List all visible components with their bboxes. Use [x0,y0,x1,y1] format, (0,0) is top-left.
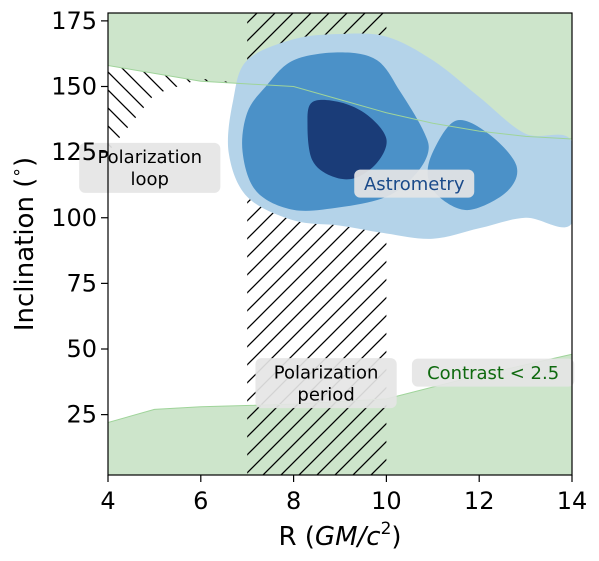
y-tick-label: 125 [51,138,97,166]
contrast-edge-upper [108,65,572,140]
x-axis-title: R (GM/c2) [278,519,401,552]
x-tick-label: 4 [100,487,115,515]
polarization-loop-label-line-1: Polarization [97,147,202,168]
x-tick-label: 12 [464,487,495,515]
x-tick-label: 6 [193,487,208,515]
polarization-loop-label-line-2: loop [131,169,169,190]
contrast-label-box [411,358,575,387]
x-axis: 4 6 8 10 12 14 [100,475,587,515]
y-tick-label: 150 [51,73,97,101]
polarization-period-label-line-1: Polarization [274,362,379,383]
polarization-loop-hatch [108,13,248,153]
y-tick-label: 175 [51,7,97,35]
polarization-loop-label-box [79,142,221,193]
x-tick-label: 8 [286,487,301,515]
polarization-period-label-line-2: period [297,384,354,405]
astrometry-inner-patch-1 [307,99,387,180]
y-tick-label: 50 [66,335,97,363]
y-axis-title: Inclination (∘) [7,157,40,331]
astrometry-label-box [354,169,475,198]
x-tick-label: 10 [371,487,402,515]
astrometry-contour-inner [307,99,387,180]
plot-frame [107,12,573,476]
y-tick-label: 25 [66,401,97,429]
y-axis: 25 50 75 100 125 150 175 [51,7,108,429]
astrometry-label-line-1: Astrometry [364,174,465,195]
y-tick-label: 100 [51,204,97,232]
contrast-label-line-1: Contrast < 2.5 [427,363,559,384]
polarization-period-label-box [255,358,397,409]
y-tick-label: 75 [66,269,97,297]
x-tick-label: 14 [557,487,588,515]
